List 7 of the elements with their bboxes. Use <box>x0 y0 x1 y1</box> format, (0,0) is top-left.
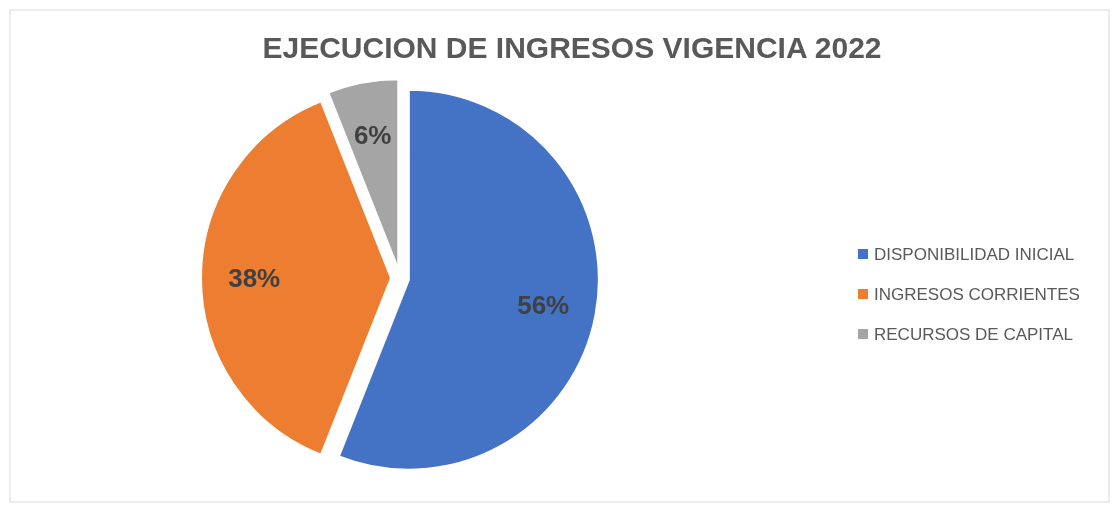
data-label: 56% <box>517 290 570 321</box>
data-label: 6% <box>353 119 392 150</box>
legend-label: RECURSOS DE CAPITAL <box>874 324 1074 344</box>
chart-title: EJECUCION DE INGRESOS VIGENCIA 2022 <box>262 31 882 64</box>
legend-label: INGRESOS CORRIENTES <box>874 284 1080 304</box>
data-label: 38% <box>228 263 281 293</box>
legend-label: DISPONIBILIDAD INICIAL <box>874 244 1075 264</box>
